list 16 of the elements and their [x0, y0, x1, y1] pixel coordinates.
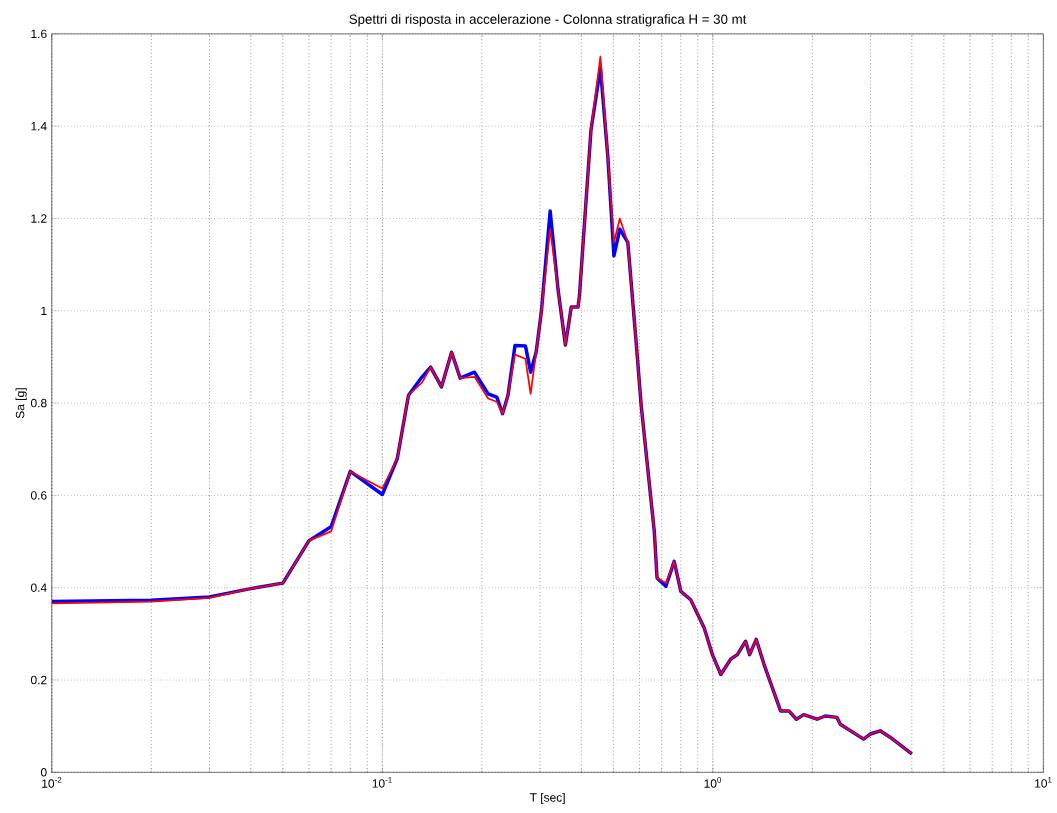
- x-tick-label: 10$^{0}$: [704, 776, 722, 788]
- x-tick-label: 10$^{-1}$: [372, 776, 392, 788]
- y-tick-label: 0.8: [30, 398, 47, 408]
- chart-title: Spettri di risposta in accelerazione - Colonna stratigrafica H = 30 mt: [349, 14, 747, 27]
- x-tick-label: 10$^{1}$: [1035, 776, 1052, 788]
- y-tick-label: 1: [41, 306, 47, 315]
- y-axis-title: Sa [g]: [15, 388, 27, 419]
- y-tick-label: 0: [40, 768, 47, 777]
- y-tick-label: 1.2: [31, 214, 47, 223]
- y-tick-label: 0.2: [30, 675, 47, 685]
- x-tick-label: 10$^{-2}$: [42, 776, 62, 788]
- y-tick-label: 0.4: [30, 583, 47, 592]
- y-tick-label: 1.6: [31, 29, 47, 39]
- y-tick-label: 1.4: [31, 121, 47, 131]
- x-axis-title: T [sec]: [529, 792, 565, 804]
- y-tick-label: 0.6: [30, 491, 47, 500]
